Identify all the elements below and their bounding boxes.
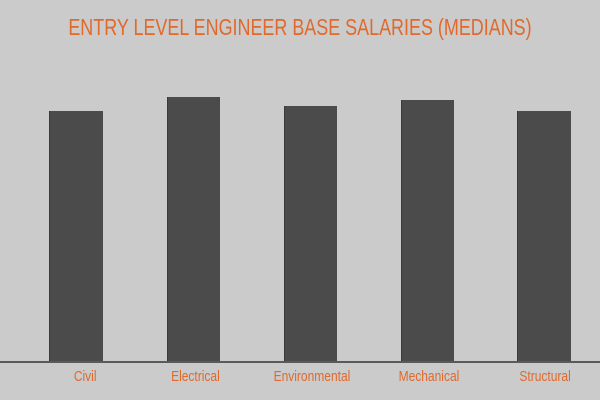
x-tick-label-environmental: Environmental <box>252 368 372 385</box>
bar-mechanical <box>402 100 454 361</box>
bar-structural <box>518 111 571 361</box>
bar-civil <box>50 111 103 361</box>
x-tick-label-text: Electrical <box>170 368 220 385</box>
x-tick-label-text: Civil <box>73 368 97 385</box>
x-tick-label-text: Environmental <box>273 368 351 385</box>
x-tick-label-text: Structural <box>519 368 571 385</box>
x-tick-label-electrical: Electrical <box>135 368 255 385</box>
x-tick-label-text: Mechanical <box>398 368 460 385</box>
x-tick-label-civil: Civil <box>25 368 145 385</box>
bar-electrical <box>168 97 220 361</box>
chart-title: ENTRY LEVEL ENGINEER BASE SALARIES (MEDI… <box>0 14 600 41</box>
x-tick-label-mechanical: Mechanical <box>369 368 489 385</box>
chart-title-text: ENTRY LEVEL ENGINEER BASE SALARIES (MEDI… <box>68 14 532 40</box>
bar-environmental <box>285 106 337 361</box>
x-axis-line <box>0 361 600 363</box>
x-tick-label-structural: Structural <box>485 368 600 385</box>
